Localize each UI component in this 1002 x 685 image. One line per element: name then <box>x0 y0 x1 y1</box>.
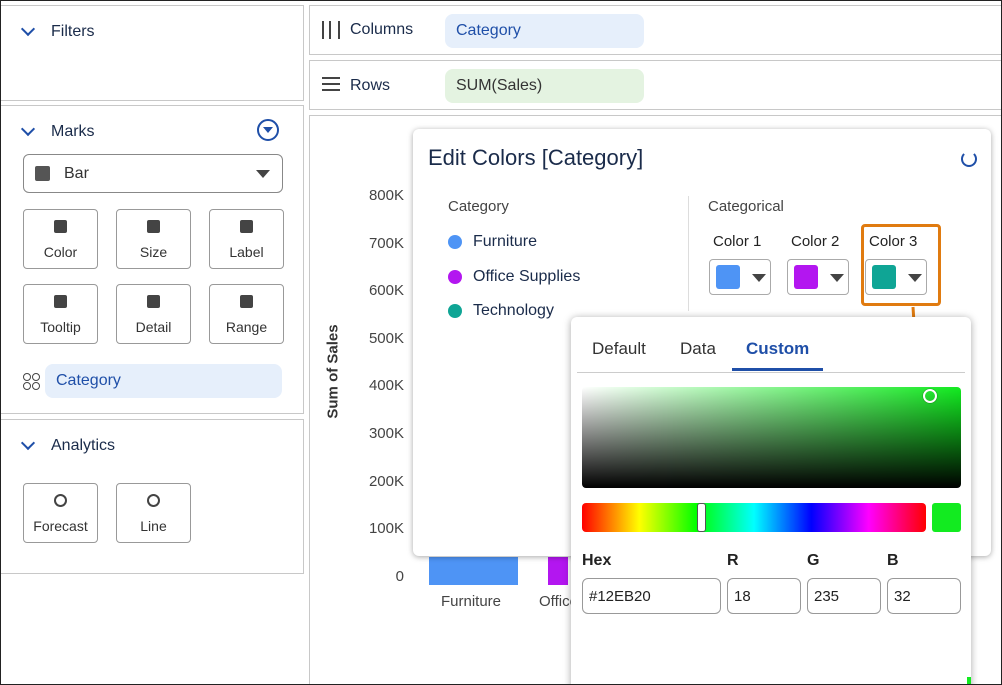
mark-button[interactable]: Tooltip <box>23 284 98 344</box>
field-input[interactable]: 18 <box>727 578 801 614</box>
hue-thumb[interactable] <box>697 503 706 532</box>
button-label: Label <box>229 244 264 260</box>
palette-title: Categorical <box>708 198 784 215</box>
bar[interactable] <box>429 557 518 585</box>
field-input[interactable]: #12EB20 <box>582 578 721 614</box>
y-tick-label: 400K <box>368 377 404 395</box>
legend-label: Furniture <box>473 233 538 250</box>
color-preview <box>932 503 961 532</box>
button-label: Detail <box>135 319 172 335</box>
y-tick-label: 600K <box>368 282 404 300</box>
legend-label: Office Supplies <box>473 267 581 285</box>
field-label: G <box>807 552 820 569</box>
picker-tab[interactable]: Data <box>680 339 716 358</box>
field-label: B <box>887 552 899 569</box>
dropdown-value: Bar <box>64 165 89 182</box>
button-label: Size <box>139 244 168 260</box>
slot-label: Color 2 <box>791 233 840 250</box>
dialog-title: Edit Colors [Category] <box>428 145 644 170</box>
hue-slider[interactable] <box>582 503 926 532</box>
shelf-label: Columns <box>350 21 414 38</box>
marks-menu[interactable] <box>257 119 279 141</box>
y-tick-label: 0 <box>395 567 404 585</box>
field-label: Hex <box>582 552 612 569</box>
columns-shelf: Columns Category <box>309 5 1001 55</box>
legend-title: Category <box>448 198 509 215</box>
x-tick-label: Furniture <box>441 593 502 610</box>
y-tick-label: 500K <box>368 329 404 347</box>
field-pill[interactable]: Category <box>45 364 282 398</box>
mark-button[interactable]: Label <box>209 209 284 269</box>
picker-handle[interactable] <box>923 389 937 403</box>
y-tick-label: 700K <box>368 234 404 252</box>
shelf-label: Rows <box>350 77 391 94</box>
reset-icon[interactable] <box>961 151 977 167</box>
y-tick-label: 800K <box>368 187 404 204</box>
slot-label: Color 1 <box>713 233 762 250</box>
saturation-area[interactable] <box>582 387 961 488</box>
button-label: Range <box>225 319 268 335</box>
slot-label: Color 3 <box>869 233 918 250</box>
field-pill[interactable]: Category <box>445 14 644 48</box>
y-tick-label: 100K <box>368 520 404 538</box>
button-label: Tooltip <box>40 319 81 335</box>
mark-type-dropdown[interactable]: Bar <box>23 154 283 193</box>
field-label: R <box>727 552 739 569</box>
axis-title: Sum of Sales <box>324 324 342 419</box>
field-pill[interactable]: SUM(Sales) <box>445 69 644 103</box>
picker-tab[interactable]: Default <box>592 339 646 358</box>
legend-label: Technology <box>473 302 554 319</box>
section-title[interactable]: Filters <box>51 23 95 40</box>
mark-button[interactable]: Range <box>209 284 284 344</box>
mark-button[interactable]: Color <box>23 209 98 269</box>
marks-panel: Marks Bar Color Size Label Tooltip Detail Ran… <box>1 105 304 414</box>
mark-button[interactable]: Size <box>116 209 191 269</box>
rows-shelf: Rows SUM(Sales) <box>309 60 1001 110</box>
field-input[interactable]: 32 <box>887 578 961 614</box>
mark-button[interactable]: Detail <box>116 284 191 344</box>
analytics-button[interactable]: Line <box>116 483 191 543</box>
highlight <box>861 224 941 306</box>
analytics-panel: Analytics Forecast Line <box>1 419 304 574</box>
section-title[interactable]: Analytics <box>51 437 116 454</box>
color-icon <box>23 373 40 390</box>
filters-panel: Filters <box>1 5 304 101</box>
section-title[interactable]: Marks <box>51 123 95 140</box>
color-picker: Default Data Custom <box>571 317 971 684</box>
button-label: Forecast <box>33 518 88 534</box>
field-input[interactable]: 235 <box>807 578 881 614</box>
y-tick-label: 200K <box>368 472 404 490</box>
button-label: Line <box>140 518 167 534</box>
analytics-button[interactable]: Forecast <box>23 483 98 543</box>
picker-tab[interactable]: Custom <box>746 339 810 358</box>
bar[interactable] <box>548 557 568 585</box>
y-tick-label: 300K <box>368 425 404 442</box>
button-label: Color <box>43 244 78 260</box>
